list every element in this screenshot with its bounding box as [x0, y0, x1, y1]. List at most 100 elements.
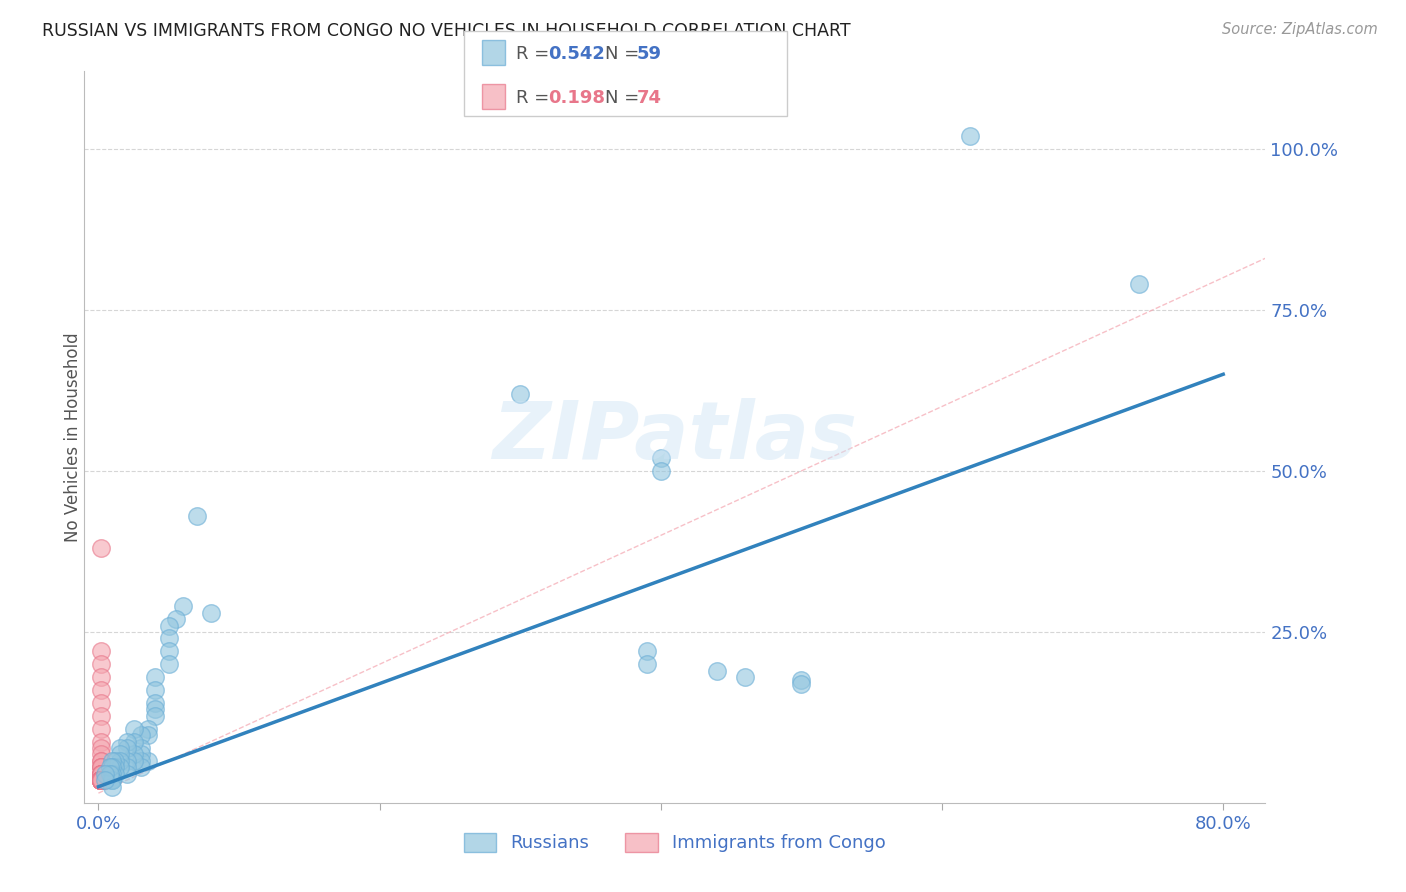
Point	[90, 773, 112, 788]
Point	[90, 773, 112, 788]
Point	[706, 664, 728, 678]
Text: R =: R =	[516, 89, 555, 107]
Point	[90, 773, 112, 788]
Point	[650, 464, 672, 478]
Y-axis label: No Vehicles in Household: No Vehicles in Household	[65, 332, 82, 542]
Point	[98, 766, 121, 780]
Point	[136, 728, 159, 742]
Point	[115, 754, 138, 768]
Point	[90, 657, 112, 672]
Point	[129, 747, 152, 762]
Point	[790, 676, 813, 690]
Point	[90, 773, 112, 788]
Point	[90, 773, 112, 788]
Point	[90, 773, 112, 788]
Point	[122, 734, 145, 748]
Point	[90, 644, 112, 658]
Text: N =: N =	[605, 45, 644, 62]
Point	[90, 773, 112, 788]
Point	[90, 773, 112, 788]
Point	[115, 734, 138, 748]
Point	[650, 450, 672, 465]
Point	[101, 773, 124, 788]
Point	[90, 773, 112, 788]
Point	[108, 741, 131, 756]
Point	[101, 773, 124, 788]
Point	[90, 773, 112, 788]
Point	[90, 760, 112, 774]
Point	[90, 773, 112, 788]
Point	[94, 773, 117, 788]
Point	[90, 773, 112, 788]
Point	[90, 747, 112, 762]
Point	[90, 773, 112, 788]
Point	[90, 766, 112, 780]
Point	[186, 509, 208, 524]
Point	[90, 773, 112, 788]
Point	[122, 747, 145, 762]
Point	[157, 644, 180, 658]
Point	[90, 734, 112, 748]
Point	[90, 773, 112, 788]
Point	[90, 773, 112, 788]
Point	[143, 683, 166, 698]
Point	[98, 760, 121, 774]
Point	[90, 773, 112, 788]
Text: N =: N =	[605, 89, 644, 107]
Point	[143, 702, 166, 716]
Point	[200, 606, 222, 620]
Point	[90, 766, 112, 780]
Point	[129, 760, 152, 774]
Point	[129, 741, 152, 756]
Point	[90, 773, 112, 788]
Point	[157, 657, 180, 672]
Text: Source: ZipAtlas.com: Source: ZipAtlas.com	[1222, 22, 1378, 37]
Point	[90, 766, 112, 780]
Point	[90, 773, 112, 788]
Point	[104, 760, 127, 774]
Point	[790, 673, 813, 688]
Point	[90, 773, 112, 788]
Text: 59: 59	[637, 45, 662, 62]
Point	[108, 754, 131, 768]
Point	[129, 728, 152, 742]
Point	[90, 773, 112, 788]
Point	[104, 754, 127, 768]
Point	[157, 632, 180, 646]
Point	[108, 760, 131, 774]
Point	[90, 773, 112, 788]
Point	[122, 754, 145, 768]
Point	[115, 741, 138, 756]
Point	[90, 773, 112, 788]
Point	[90, 760, 112, 774]
Point	[90, 773, 112, 788]
Point	[90, 773, 112, 788]
Point	[143, 696, 166, 710]
Point	[90, 773, 112, 788]
Point	[143, 708, 166, 723]
Point	[90, 773, 112, 788]
Point	[90, 670, 112, 684]
Point	[90, 773, 112, 788]
Point	[90, 773, 112, 788]
Point	[90, 773, 112, 788]
Point	[90, 773, 112, 788]
Point	[101, 760, 124, 774]
Point	[90, 773, 112, 788]
Point	[90, 722, 112, 736]
Point	[90, 773, 112, 788]
Point	[143, 670, 166, 684]
Point	[172, 599, 194, 614]
Point	[90, 683, 112, 698]
Point	[90, 773, 112, 788]
Point	[101, 766, 124, 780]
Text: ZIPatlas: ZIPatlas	[492, 398, 858, 476]
Point	[115, 760, 138, 774]
Point	[165, 612, 187, 626]
Point	[90, 773, 112, 788]
Point	[90, 773, 112, 788]
Legend: Russians, Immigrants from Congo: Russians, Immigrants from Congo	[457, 826, 893, 860]
Point	[90, 766, 112, 780]
Point	[90, 708, 112, 723]
Point	[636, 644, 658, 658]
